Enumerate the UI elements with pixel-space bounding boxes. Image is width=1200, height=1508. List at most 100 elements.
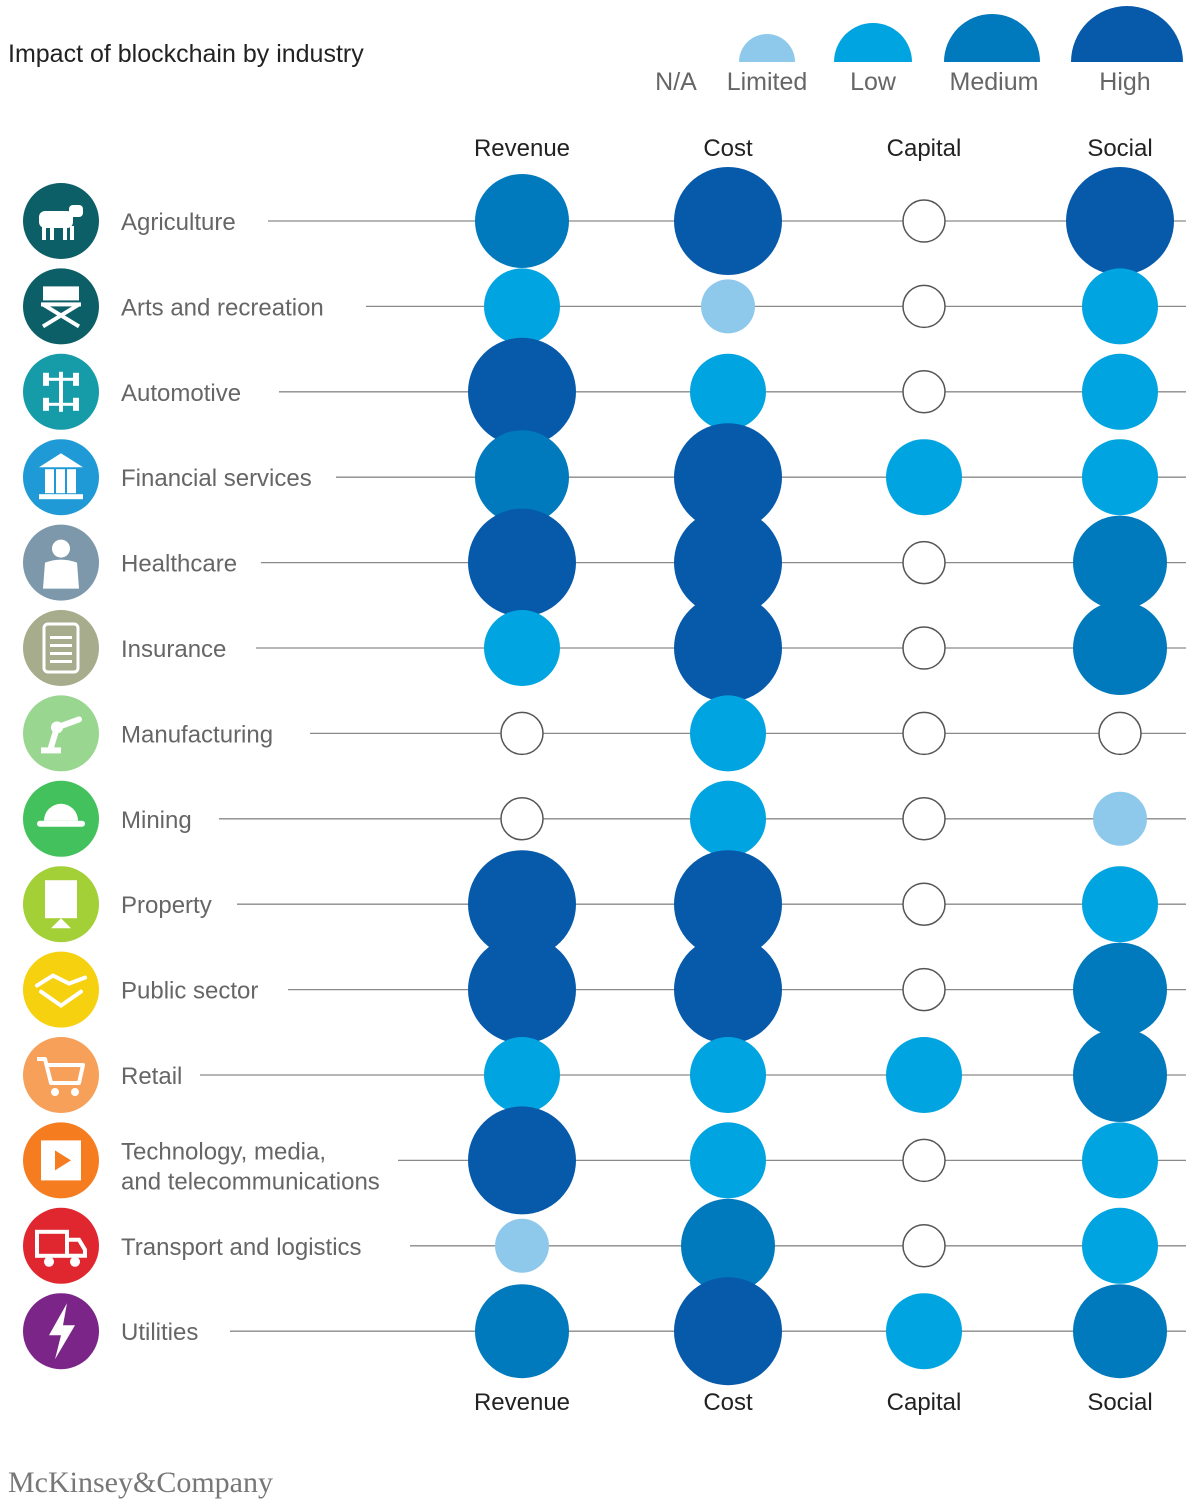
industry-label: Retail [121, 1063, 182, 1090]
bubble-transport-and-logistics-cost [681, 1198, 775, 1293]
bubble-agriculture-cost [674, 167, 782, 275]
bubble-arts-and-recreation-cost [701, 279, 755, 334]
legend: N/A Limited Low Medium High [655, 6, 1183, 96]
legend-label-high: High [1099, 68, 1150, 96]
bubble-arts-and-recreation-social [1082, 268, 1158, 345]
bubble-manufacturing-social [1098, 711, 1142, 756]
bubble-utilities-social [1073, 1284, 1167, 1379]
column-header-social: Social [1087, 135, 1152, 162]
bubble-automotive-social [1082, 353, 1158, 430]
row-technology-media: Technology, media, and telecommunications [23, 1122, 1186, 1199]
bubble-healthcare-capital [902, 540, 946, 585]
bubble-public-sector-cost [674, 935, 782, 1044]
bubble-technology-media-capital [902, 1138, 946, 1183]
bubble-insurance-capital [902, 626, 946, 670]
row-public-sector: Public sector [23, 951, 1186, 1028]
legend-swatch-high [1071, 6, 1183, 62]
bubble-retail-cost [690, 1037, 766, 1113]
bubble-insurance-social [1073, 601, 1167, 695]
industry-label: Arts and recreation [121, 294, 324, 321]
bubble-agriculture-social [1066, 167, 1174, 275]
row-agriculture: Agriculture [23, 183, 1186, 259]
bubble-transport-and-logistics-social [1082, 1207, 1158, 1284]
industry-label: Insurance [121, 636, 226, 663]
industry-label: Transport and logistics [121, 1234, 362, 1261]
bubble-mining-cost [690, 780, 766, 857]
bubble-arts-and-recreation-revenue [484, 268, 560, 345]
bubble-property-cost [674, 850, 782, 959]
hard-hat-icon [23, 780, 99, 857]
mckinsey-logo: McKinsey&Company [8, 1466, 273, 1499]
doctor-icon [23, 524, 99, 601]
industry-label: Mining [121, 807, 192, 834]
car-chassis-icon [23, 353, 99, 430]
bubble-financial-services-capital [886, 439, 962, 516]
bubble-agriculture-capital [902, 199, 946, 243]
bubble-technology-media-revenue [468, 1106, 576, 1215]
row-automotive: Automotive [23, 353, 1186, 430]
robot-arm-icon [23, 695, 99, 772]
bubble-transport-and-logistics-capital [902, 1224, 946, 1268]
bubble-public-sector-social [1073, 942, 1167, 1037]
bubble-automotive-revenue [468, 337, 576, 446]
legend-label-low: Low [850, 68, 897, 96]
industry-label: Public sector [121, 978, 258, 1005]
bubble-automotive-capital [902, 370, 946, 414]
row-mining: Mining [23, 780, 1186, 857]
bank-building-icon [23, 439, 99, 516]
bubble-mining-social [1093, 791, 1147, 846]
industry-label: Automotive [121, 380, 241, 407]
bubble-public-sector-revenue [468, 935, 576, 1044]
bubble-manufacturing-capital [902, 711, 946, 756]
legend-swatch-medium [944, 14, 1040, 62]
bubble-healthcare-cost [674, 508, 782, 617]
chart-title: Impact of blockchain by industry [8, 40, 364, 68]
legend-swatch-low [834, 23, 912, 62]
row-manufacturing: Manufacturing [23, 695, 1186, 772]
industry-label-line2: and telecommunications [121, 1168, 380, 1195]
industry-label: Property [121, 892, 212, 919]
bubble-retail-capital [886, 1037, 962, 1113]
bubble-insurance-revenue [484, 610, 560, 686]
bubble-mining-revenue [500, 797, 544, 841]
bubble-property-revenue [468, 850, 576, 959]
bubble-technology-media-social [1082, 1122, 1158, 1199]
bubble-utilities-capital [886, 1293, 962, 1370]
bubble-automotive-cost [690, 353, 766, 430]
legend-label-limited: Limited [727, 68, 808, 96]
delivery-truck-icon [23, 1207, 99, 1284]
row-utilities: Utilities [23, 1293, 1186, 1370]
row-insurance: Insurance [23, 610, 1186, 686]
bubble-mining-capital [902, 797, 946, 841]
directors-chair-icon [23, 268, 99, 345]
bubble-financial-services-cost [674, 423, 782, 532]
shopping-cart-icon [23, 1037, 99, 1113]
industry-rows: Agriculture Arts and recreation Automotive… [23, 167, 1186, 1386]
industry-label: Healthcare [121, 551, 237, 578]
column-header-revenue: Revenue [474, 135, 570, 162]
bubble-transport-and-logistics-revenue [495, 1218, 549, 1273]
column-header-capital: Capital [887, 135, 962, 162]
row-property: Property [23, 866, 1186, 943]
column-headers-bottom: Revenue Cost Capital Social [474, 1389, 1153, 1416]
bubble-utilities-revenue [475, 1284, 569, 1379]
lightning-bolt-icon [23, 1293, 99, 1370]
column-footer-cost: Cost [703, 1389, 753, 1416]
bubble-manufacturing-cost [690, 695, 766, 772]
column-footer-revenue: Revenue [474, 1389, 570, 1416]
bubble-retail-revenue [484, 1037, 560, 1113]
bubble-utilities-cost [674, 1277, 782, 1386]
row-financial-services: Financial services [23, 439, 1186, 516]
legend-label-medium: Medium [950, 68, 1039, 96]
legend-swatch-limited [739, 34, 795, 62]
building-icon [23, 866, 99, 943]
bubble-manufacturing-revenue [500, 711, 544, 756]
column-footer-social: Social [1087, 1389, 1152, 1416]
bubble-retail-social [1073, 1028, 1167, 1122]
video-play-icon [23, 1122, 99, 1199]
industry-label: Financial services [121, 465, 312, 492]
cow-icon [23, 183, 99, 259]
bubble-financial-services-revenue [475, 430, 569, 525]
industry-label: Manufacturing [121, 721, 273, 748]
